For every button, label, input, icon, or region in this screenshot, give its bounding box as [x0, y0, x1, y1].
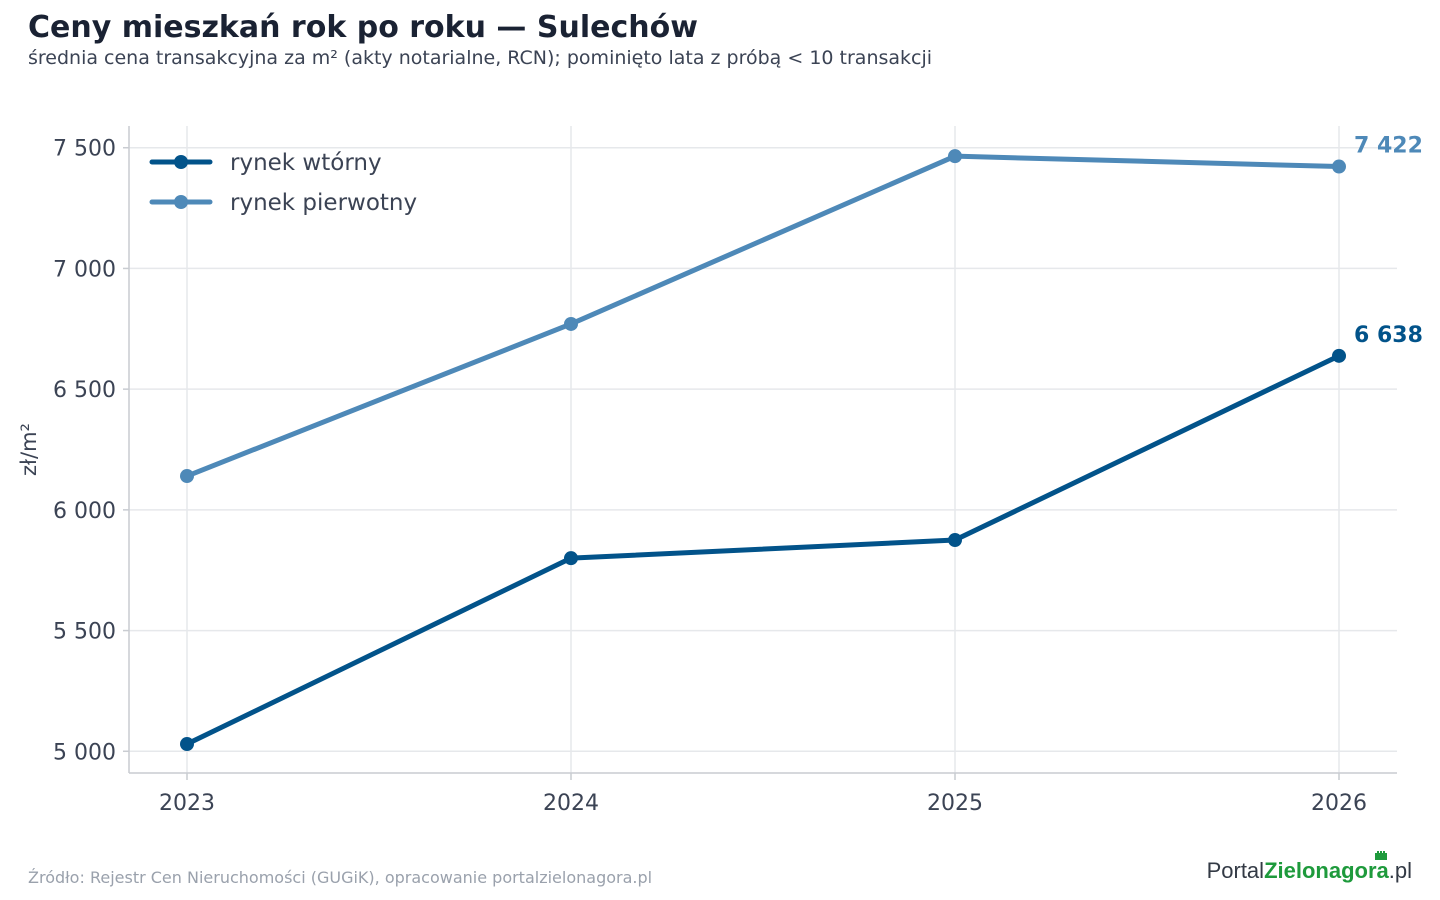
series-line-1	[184, 353, 1342, 747]
chart-title: Ceny mieszkań rok po roku — Sulechów	[28, 10, 698, 45]
y-tick-label: 7 500	[53, 137, 116, 162]
data-point	[948, 533, 962, 548]
legend-marker	[174, 155, 188, 169]
series-line-2	[184, 153, 1342, 479]
legend-label: rynek pierwotny	[230, 190, 417, 216]
data-point	[564, 551, 578, 566]
chart-subtitle: średnia cena transakcyjna za m² (akty no…	[28, 47, 933, 69]
y-tick-label: 5 000	[53, 740, 116, 765]
y-tick-label: 6 000	[53, 499, 116, 524]
logo-part-portal: Portal	[1206, 858, 1265, 883]
portal-logo: PortalZielonagora.pl	[1207, 858, 1412, 884]
logo-part-pl: .pl	[1388, 858, 1412, 883]
y-tick-label: 6 500	[53, 378, 116, 403]
data-point	[180, 737, 194, 752]
x-tick-label: 2023	[159, 791, 215, 816]
end-value-label: 7 422	[1354, 134, 1423, 159]
y-tick-label: 5 500	[53, 620, 116, 645]
y-tick-label: 7 000	[53, 257, 116, 282]
data-point	[1332, 159, 1346, 174]
logo-part-zielonagora: Zielonagora	[1264, 858, 1389, 883]
legend-marker	[174, 195, 188, 209]
x-tick-label: 2024	[543, 791, 599, 816]
x-tick-label: 2025	[927, 791, 983, 816]
source-note: Źródło: Rejestr Cen Nieruchomości (GUGiK…	[28, 868, 653, 887]
data-point	[180, 469, 194, 484]
x-tick-label: 2026	[1311, 791, 1367, 816]
legend-label: rynek wtórny	[230, 150, 382, 176]
end-value-label: 6 638	[1354, 323, 1423, 348]
castle-icon	[1375, 851, 1387, 860]
y-axis-title: zł/m²	[17, 423, 41, 476]
data-point	[948, 149, 962, 164]
data-point	[564, 316, 578, 331]
data-point	[1332, 348, 1346, 363]
